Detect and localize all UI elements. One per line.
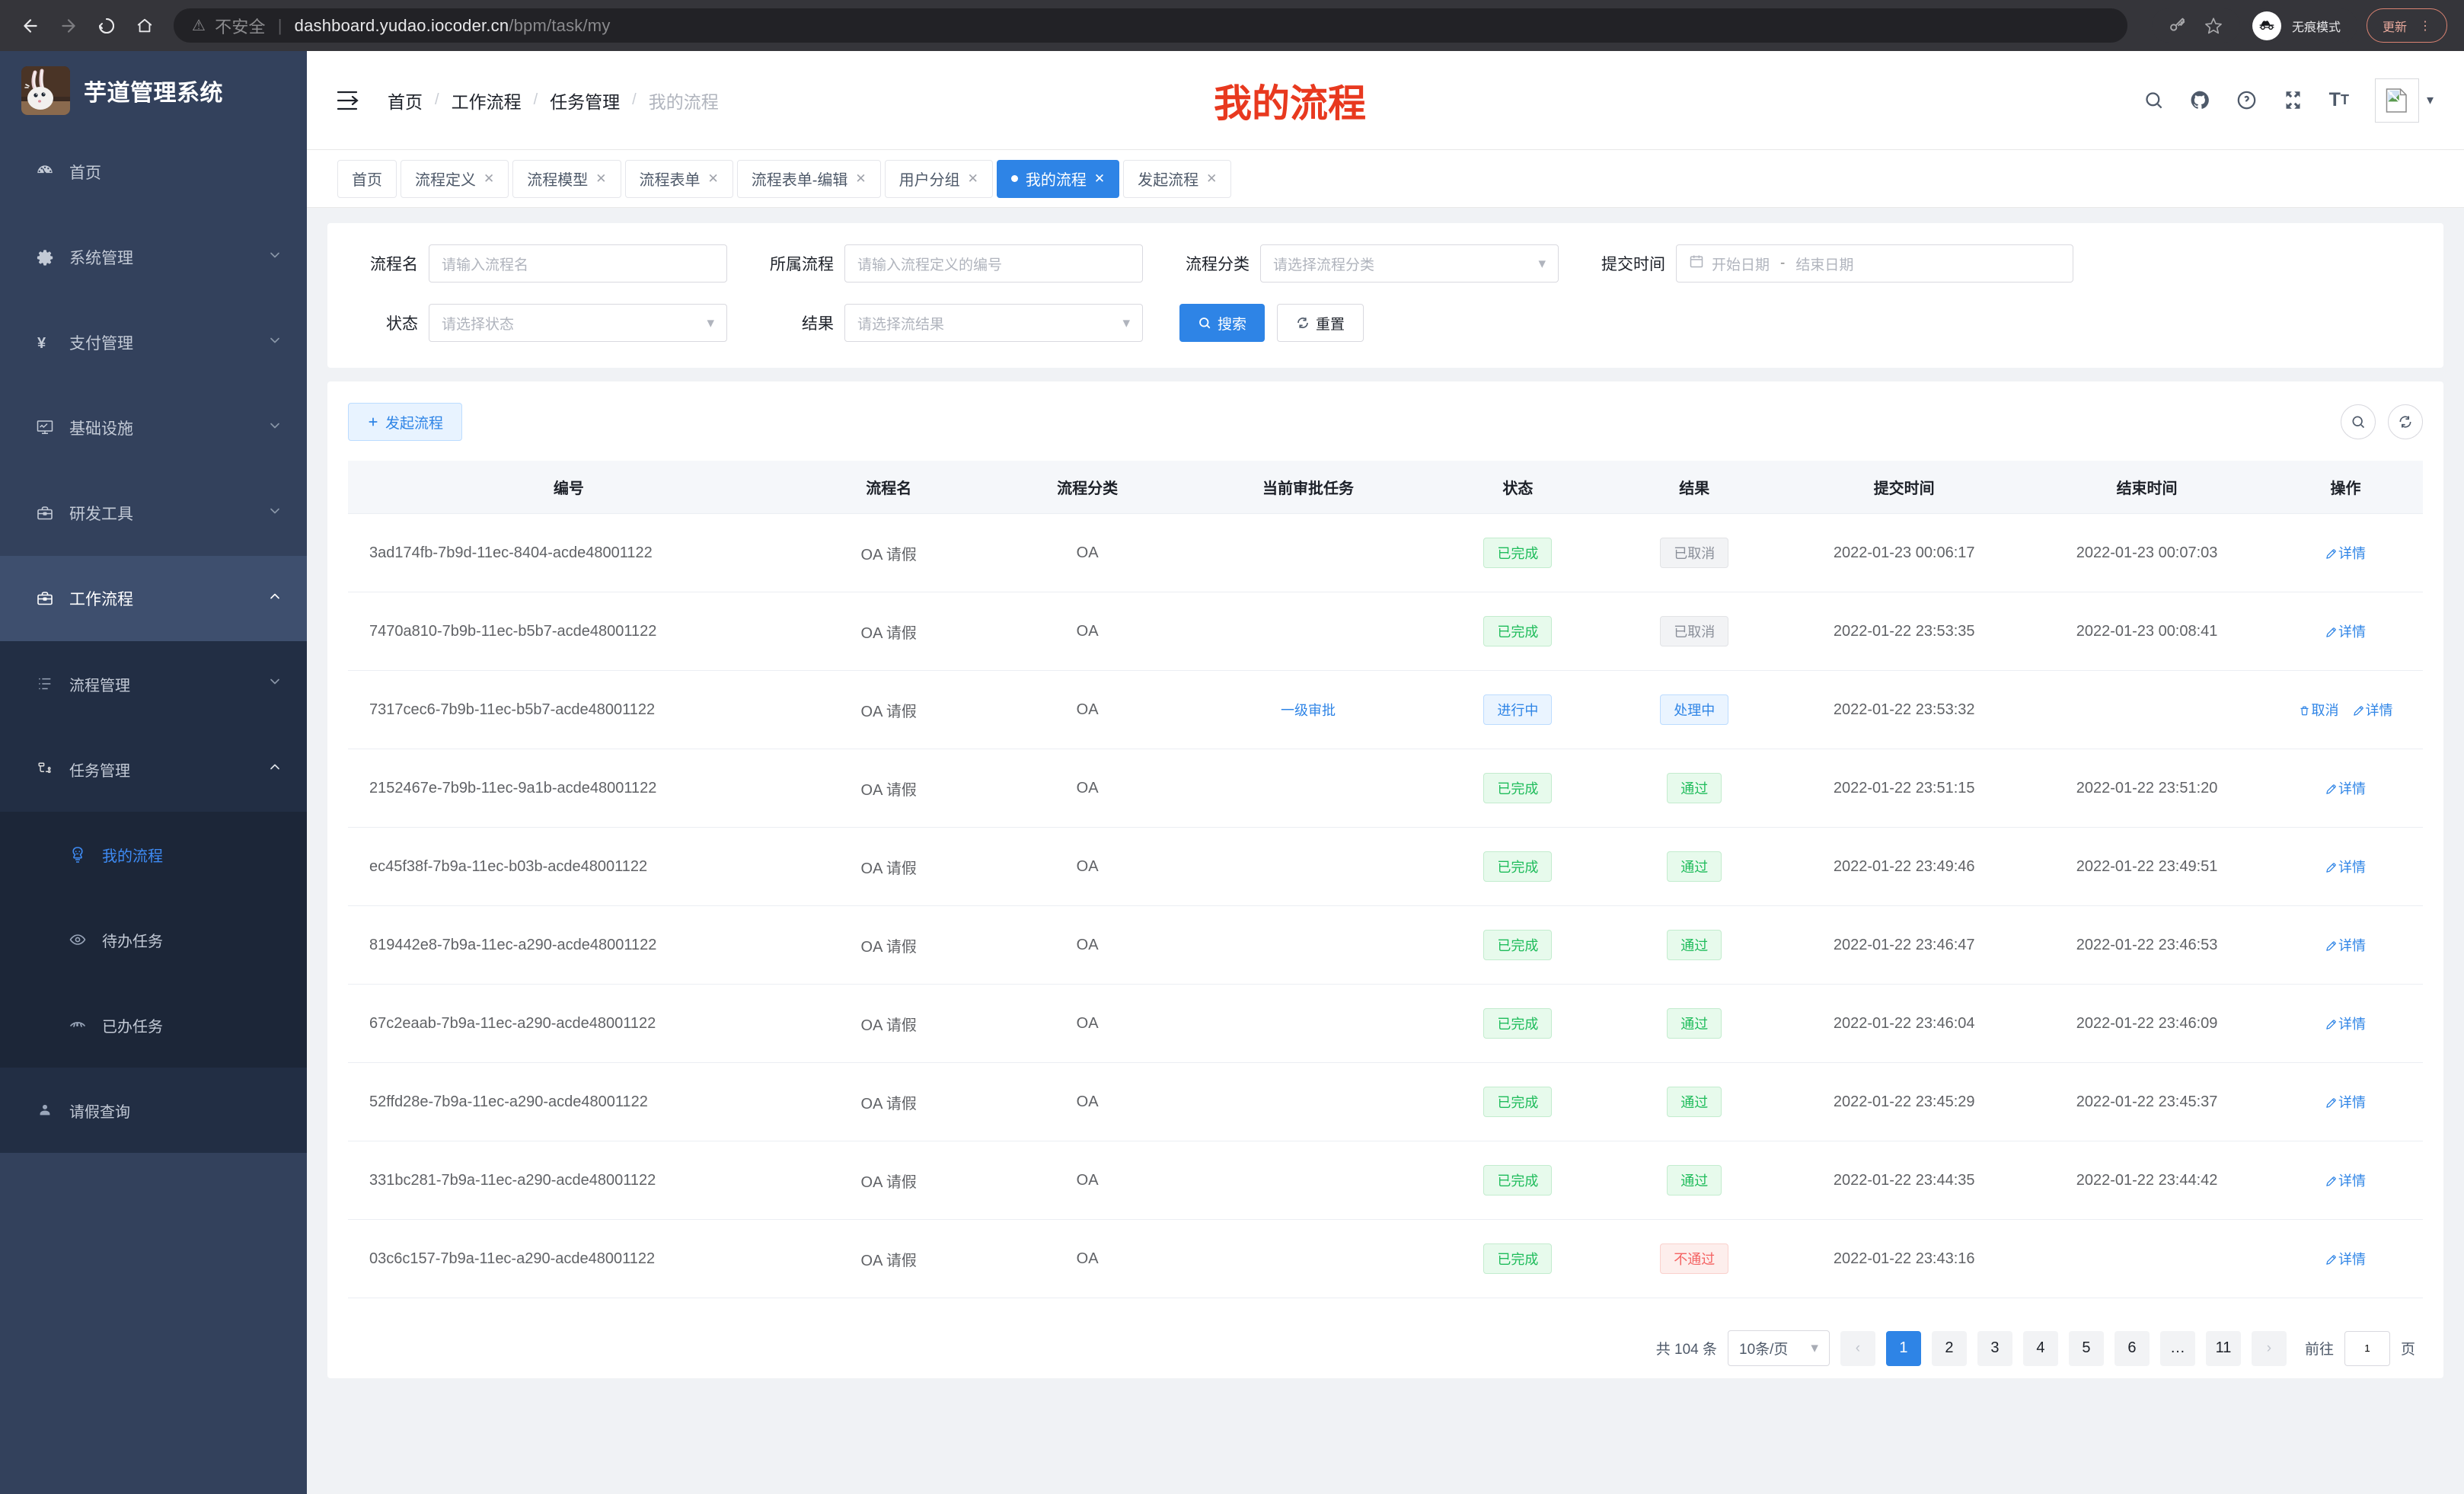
svg-text:¥: ¥ — [37, 335, 46, 352]
